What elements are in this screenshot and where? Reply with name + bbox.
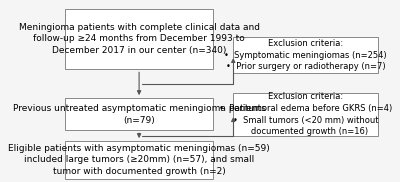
FancyBboxPatch shape xyxy=(233,37,378,73)
FancyBboxPatch shape xyxy=(65,9,213,69)
Text: Exclusion criteria:
•  Symptomatic meningiomas (n=254)
•  Prior surgery or radio: Exclusion criteria: • Symptomatic mening… xyxy=(224,39,387,71)
Text: Exclusion criteria:
•  Peritumoral edema before GKRS (n=4)
•  Small tumors (<20 : Exclusion criteria: • Peritumoral edema … xyxy=(219,92,392,136)
FancyBboxPatch shape xyxy=(65,98,213,130)
Text: Meningioma patients with complete clinical data and
follow-up ≥24 months from De: Meningioma patients with complete clinic… xyxy=(18,23,260,55)
FancyBboxPatch shape xyxy=(233,93,378,136)
Text: Previous untreated asymptomatic meningioma patients
(n=79): Previous untreated asymptomatic meningio… xyxy=(13,104,266,125)
Text: Eligible patients with asymptomatic meningiomas (n=59)
included large tumors (≥2: Eligible patients with asymptomatic meni… xyxy=(8,144,270,176)
FancyBboxPatch shape xyxy=(65,141,213,179)
